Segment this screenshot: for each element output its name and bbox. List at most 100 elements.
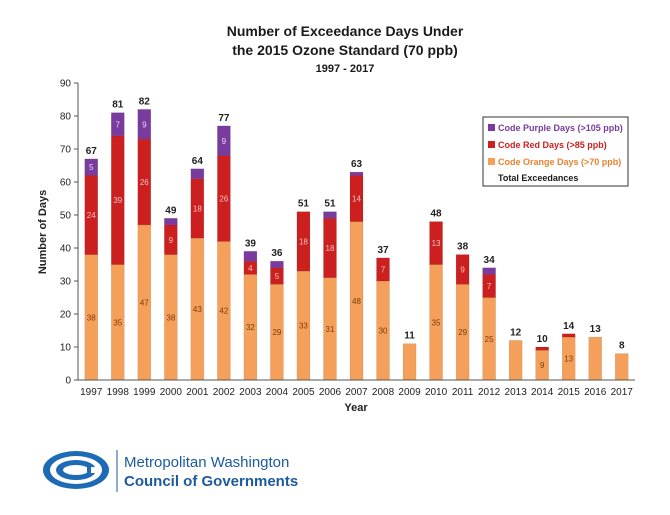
- bar-segment-label: 30: [379, 327, 388, 336]
- bar-segment-red: [429, 221, 443, 265]
- y-axis-ticks: 0 10 20 30 40 50 60 70 80 90: [60, 79, 78, 387]
- bar-total-label: 49: [165, 205, 177, 216]
- y-tick-label: 0: [65, 376, 71, 387]
- bar-segment-purple: [349, 171, 364, 176]
- bar-segment-purple: [217, 125, 231, 156]
- y-tick-label: 60: [60, 178, 72, 189]
- x-tick-label: 2004: [266, 387, 289, 398]
- x-tick-label: 2013: [505, 387, 528, 398]
- x-tick-label: 2008: [372, 387, 395, 398]
- bar-total-label: 14: [563, 321, 575, 332]
- x-tick-label: 2015: [558, 387, 581, 398]
- y-tick-label: 10: [60, 343, 72, 354]
- bar-segment-red: [535, 346, 549, 351]
- y-tick-label: 50: [60, 211, 72, 222]
- bar-segment-label: 5: [275, 272, 280, 281]
- bar-segment-label: 4: [248, 264, 253, 273]
- bar-segment-label: 9: [142, 120, 147, 129]
- bar-segment-label: 7: [487, 282, 492, 291]
- bar-segment-red: [455, 254, 470, 285]
- bar-total-label: 12: [510, 327, 522, 338]
- bar-total-label: 10: [537, 334, 549, 345]
- bar-total-label: 77: [218, 113, 230, 124]
- legend-label-purple: Code Purple Days (>105 ppb): [498, 123, 623, 133]
- bar-segment-purple: [190, 168, 205, 179]
- bar-segment-orange: [614, 353, 629, 381]
- x-axis-ticks: 1997 1998 1999 2000 2001 2002 2003 2004 2005 2006…: [80, 387, 633, 398]
- bar-total-label: 64: [192, 156, 204, 167]
- y-tick-label: 90: [60, 79, 72, 90]
- legend-label-total: Total Exceedances: [498, 173, 578, 183]
- bar-segment-purple: [482, 267, 496, 275]
- bar-segment-label: 35: [113, 318, 122, 327]
- bar-segment-label: 18: [299, 237, 308, 246]
- bar-segment-label: 26: [140, 178, 149, 187]
- bar-segment-red: [296, 211, 311, 272]
- bar-segment-label: 48: [352, 297, 361, 306]
- bar-segment-purple: [84, 158, 99, 176]
- x-tick-label: 2007: [345, 387, 368, 398]
- x-tick-label: 2010: [425, 387, 448, 398]
- x-tick-label: 2012: [478, 387, 501, 398]
- bar-total-label: 67: [86, 146, 98, 157]
- y-tick-label: 40: [60, 244, 72, 255]
- bar-segment-label: 35: [432, 318, 441, 327]
- chart-title-line2: the 2015 Ozone Standard (70 ppb): [232, 42, 458, 58]
- x-tick-label: 2014: [531, 387, 554, 398]
- bar-segment-orange: [588, 336, 602, 381]
- bar-segment-label: 13: [564, 355, 573, 364]
- bar-total-label: 13: [590, 324, 602, 335]
- bar-segment-label: 13: [432, 239, 441, 248]
- y-tick-label: 30: [60, 277, 72, 288]
- x-tick-label: 2017: [611, 387, 634, 398]
- bar-total-label: 39: [245, 238, 257, 249]
- legend-box: [482, 116, 629, 187]
- bar-segment-label: 47: [140, 298, 149, 307]
- bar-total-label: 34: [484, 255, 496, 266]
- x-tick-label: 2006: [319, 387, 342, 398]
- bar-segment-purple: [243, 251, 258, 262]
- bar-total-label: 63: [351, 159, 363, 170]
- bar-segment-label: 14: [352, 195, 361, 204]
- bar-segment-label: 31: [326, 325, 335, 334]
- bar-segment-label: 39: [113, 196, 122, 205]
- bar-segment-purple: [270, 260, 284, 269]
- bar-total-label: 36: [271, 248, 283, 259]
- bar-segment-label: 29: [272, 328, 281, 337]
- bar-segment-red: [561, 333, 576, 338]
- x-tick-label: 2016: [584, 387, 607, 398]
- x-tick-label: 2001: [186, 387, 209, 398]
- y-axis-label: Number of Days: [37, 190, 49, 274]
- x-axis-label: Year: [344, 402, 368, 414]
- bar-total-label: 11: [404, 331, 415, 342]
- bar-total-label: 38: [457, 242, 469, 253]
- bar-segment-orange: [508, 340, 523, 381]
- bar-total-label: 48: [431, 209, 443, 220]
- bar-segment-label: 25: [485, 335, 494, 344]
- org-name-line2: Council of Governments: [124, 473, 298, 490]
- bar-segment-label: 38: [166, 313, 175, 322]
- logo-g-tip: [87, 465, 91, 475]
- y-tick-label: 70: [60, 145, 72, 156]
- bar-segment-label: 32: [246, 323, 255, 332]
- bar-total-label: 82: [139, 96, 151, 107]
- legend-swatch-red: [488, 141, 495, 148]
- bar-segment-label: 7: [381, 265, 386, 274]
- legend-label-red: Code Red Days (>85 ppb): [498, 140, 607, 150]
- chart-subtitle: 1997 - 2017: [316, 63, 375, 75]
- bar-total-label: 81: [112, 100, 124, 111]
- bar-segment-label: 9: [460, 265, 465, 274]
- bar-segment-label: 43: [193, 305, 202, 314]
- x-tick-label: 2000: [160, 387, 183, 398]
- legend: Code Purple Days (>105 ppb) Code Red Day…: [482, 116, 629, 187]
- cog-logo: [43, 451, 109, 489]
- x-tick-label: 1998: [107, 387, 130, 398]
- bar-total-label: 8: [619, 341, 625, 352]
- chart-title-line1: Number of Exceedance Days Under: [227, 23, 464, 39]
- x-tick-label: 2002: [213, 387, 236, 398]
- bar-segment-orange: [402, 343, 417, 381]
- x-tick-label: 2005: [292, 387, 315, 398]
- bar-segment-label: 9: [540, 361, 545, 370]
- y-tick-label: 20: [60, 310, 72, 321]
